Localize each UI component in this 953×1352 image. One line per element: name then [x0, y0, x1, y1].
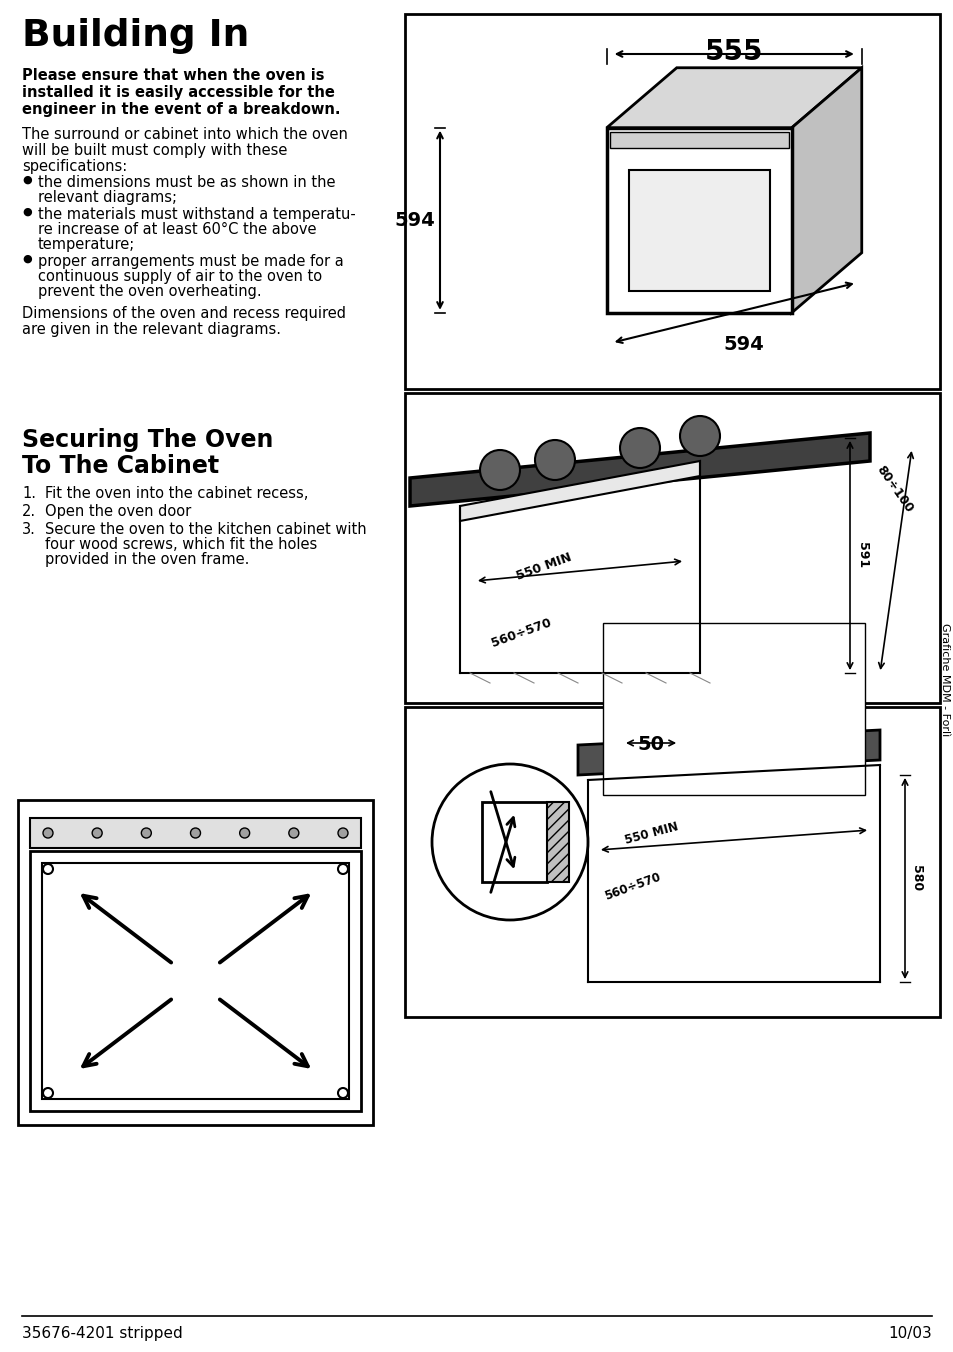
Text: Building In: Building In — [22, 18, 249, 54]
Circle shape — [289, 827, 298, 838]
Circle shape — [337, 827, 348, 838]
Text: prevent the oven overheating.: prevent the oven overheating. — [38, 284, 261, 299]
Text: 550 MIN: 550 MIN — [515, 552, 573, 583]
Circle shape — [479, 450, 519, 489]
Text: engineer in the event of a breakdown.: engineer in the event of a breakdown. — [22, 101, 340, 118]
Bar — [30, 818, 360, 848]
Polygon shape — [791, 68, 861, 312]
Text: 594: 594 — [394, 211, 435, 230]
Text: 50: 50 — [637, 735, 664, 754]
Text: 35676-4201 stripped: 35676-4201 stripped — [22, 1326, 183, 1341]
Bar — [606, 127, 791, 312]
Text: 3.: 3. — [22, 522, 36, 537]
Polygon shape — [459, 461, 700, 521]
Circle shape — [679, 416, 720, 456]
Bar — [18, 800, 373, 1125]
Text: Please ensure that when the oven is: Please ensure that when the oven is — [22, 68, 324, 82]
Text: 591: 591 — [855, 542, 868, 569]
Text: four wood screws, which fit the holes: four wood screws, which fit the holes — [45, 537, 317, 552]
Circle shape — [337, 864, 348, 873]
Text: temperature;: temperature; — [38, 237, 135, 251]
Polygon shape — [578, 730, 879, 775]
Text: 560÷570: 560÷570 — [602, 869, 662, 902]
Text: ●: ● — [22, 174, 31, 185]
Circle shape — [141, 827, 152, 838]
Text: ●: ● — [22, 254, 31, 264]
Text: proper arrangements must be made for a: proper arrangements must be made for a — [38, 254, 343, 269]
Text: 2.: 2. — [22, 504, 36, 519]
Text: 80÷100: 80÷100 — [873, 462, 915, 515]
Text: relevant diagrams;: relevant diagrams; — [38, 191, 177, 206]
Circle shape — [43, 864, 53, 873]
Text: 550 MIN: 550 MIN — [622, 821, 679, 846]
Circle shape — [92, 827, 102, 838]
Text: 10/03: 10/03 — [887, 1326, 931, 1341]
Circle shape — [535, 439, 575, 480]
Text: specifications:: specifications: — [22, 160, 127, 174]
Polygon shape — [410, 433, 869, 506]
Bar — [30, 850, 360, 1111]
Bar — [609, 131, 788, 147]
Text: Grafiche MDM - Forlì: Grafiche MDM - Forlì — [939, 623, 949, 737]
Circle shape — [191, 827, 200, 838]
Text: the dimensions must be as shown in the: the dimensions must be as shown in the — [38, 174, 335, 191]
Bar — [482, 802, 547, 882]
Text: are given in the relevant diagrams.: are given in the relevant diagrams. — [22, 322, 281, 337]
Text: Dimensions of the oven and recess required: Dimensions of the oven and recess requir… — [22, 306, 346, 320]
Text: 594: 594 — [723, 335, 763, 354]
Circle shape — [43, 827, 53, 838]
Text: will be built must comply with these: will be built must comply with these — [22, 143, 287, 158]
Circle shape — [239, 827, 250, 838]
Text: ●: ● — [22, 207, 31, 218]
Text: continuous supply of air to the oven to: continuous supply of air to the oven to — [38, 269, 322, 284]
Text: provided in the oven frame.: provided in the oven frame. — [45, 552, 249, 566]
Bar — [405, 707, 939, 1017]
Text: Open the oven door: Open the oven door — [45, 504, 191, 519]
Text: Fit the oven into the cabinet recess,: Fit the oven into the cabinet recess, — [45, 485, 308, 502]
Circle shape — [619, 429, 659, 468]
Bar — [602, 623, 864, 795]
Circle shape — [432, 764, 587, 919]
Text: 555: 555 — [704, 38, 762, 66]
Bar — [42, 863, 349, 1099]
Text: re increase of at least 60°C the above: re increase of at least 60°C the above — [38, 222, 316, 237]
Text: installed it is easily accessible for the: installed it is easily accessible for th… — [22, 85, 335, 100]
Bar — [405, 393, 939, 703]
Text: Secure the oven to the kitchen cabinet with: Secure the oven to the kitchen cabinet w… — [45, 522, 366, 537]
Circle shape — [337, 1088, 348, 1098]
Text: 560÷570: 560÷570 — [490, 617, 553, 650]
Text: 580: 580 — [909, 865, 923, 891]
Bar — [628, 170, 769, 291]
Text: 1.: 1. — [22, 485, 36, 502]
Text: the materials must withstand a temperatu-: the materials must withstand a temperatu… — [38, 207, 355, 222]
Text: Securing The Oven: Securing The Oven — [22, 429, 274, 452]
Bar — [547, 802, 569, 882]
Text: The surround or cabinet into which the oven: The surround or cabinet into which the o… — [22, 127, 348, 142]
Text: To The Cabinet: To The Cabinet — [22, 454, 219, 479]
Polygon shape — [606, 68, 861, 127]
Circle shape — [43, 1088, 53, 1098]
Bar — [405, 14, 939, 389]
